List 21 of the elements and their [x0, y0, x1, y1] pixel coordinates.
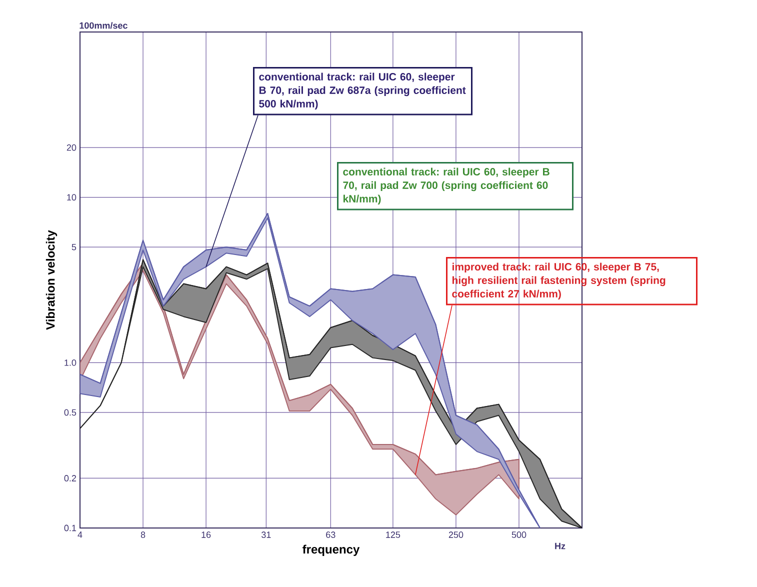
y-tick-label: 10	[67, 194, 76, 201]
y-tick-label: 1.0	[64, 359, 76, 366]
y-axis-title: Vibration velocity	[46, 230, 58, 330]
text: Hz	[555, 542, 566, 550]
y-tick-label: 0.1	[64, 524, 76, 532]
x-tick-label: 8	[140, 532, 146, 538]
x-axis-title: frequency	[302, 544, 360, 556]
x-tick-label: 500	[512, 532, 526, 538]
x-tick-label: 31	[262, 532, 271, 538]
text: 100mm/sec	[80, 22, 128, 29]
x-tick-label: 63	[326, 532, 336, 538]
x-tick-label: 4	[78, 532, 82, 538]
y-tick-label: 20	[66, 144, 76, 151]
x-tick-label: 125	[386, 532, 400, 538]
y-tick-label: 5	[72, 244, 76, 250]
annotation: conventional track: rail UIC 60, sleeper B 70, rail pad Zw 700 (spring coefficient 60 kN/mm)	[343, 168, 550, 205]
x-tick-label: 16	[202, 532, 211, 538]
x-tick-label: 250	[448, 532, 464, 538]
y-tick-label: 0.2	[64, 475, 76, 482]
annotation: conventional track: rail UIC 60, sleeper B 70, rail pad Zw 687a (spring coefficient 500 kN/mm)	[259, 72, 466, 110]
y-tick-label: 0.5	[64, 409, 76, 416]
